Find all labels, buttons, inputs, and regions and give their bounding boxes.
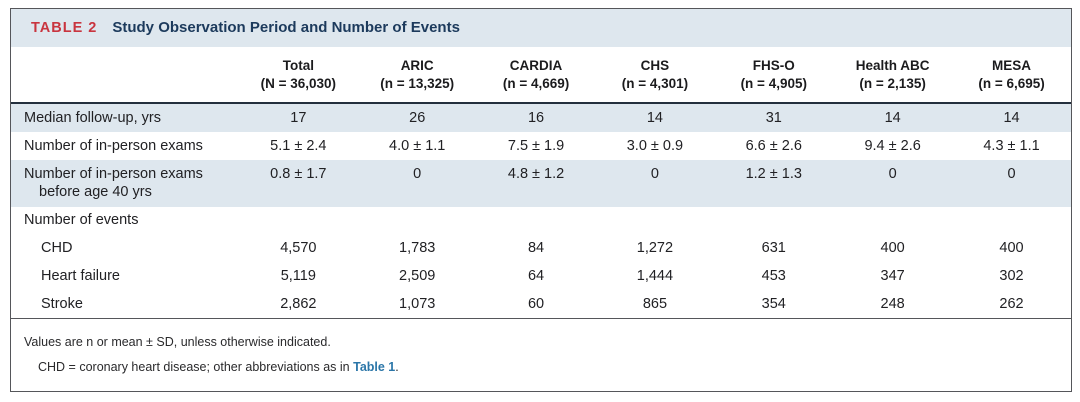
table-cell: 400	[999, 240, 1024, 257]
table-cell: 0	[650, 165, 659, 182]
table-footnotes: Values are n or mean ± SD, unless otherw…	[11, 318, 1071, 391]
table-title-bar: TABLE 2 Study Observation Period and Num…	[11, 9, 1071, 47]
table-cell: 865	[642, 295, 668, 312]
table-cell: 354	[761, 295, 786, 312]
table-cell: 0.8 ± 1.7	[270, 165, 327, 182]
table-cell: 84	[527, 240, 545, 257]
table-cell: 0	[1007, 165, 1016, 182]
table-cell: 0	[888, 165, 897, 182]
table-cell: 7.5 ± 1.9	[507, 137, 565, 154]
header-row-label-spacer	[11, 47, 239, 105]
table-cell: 1,272	[636, 240, 674, 257]
table-cell: 14	[646, 109, 663, 126]
data-table: Total (N = 36,030) ARIC (n = 13,325) CAR…	[11, 47, 1071, 318]
table-1-link[interactable]: Table 1	[353, 360, 396, 375]
table-cell: 64	[527, 268, 545, 284]
table-row-median-follow-up: Median follow-up, yrs 17 26 16 14 31 14 …	[11, 103, 1071, 133]
table-cell: 400	[880, 240, 905, 257]
column-header-cardia: CARDIA (n = 4,669)	[476, 47, 596, 105]
table-cell: 14	[884, 109, 901, 126]
table-cell: 5,119	[280, 268, 316, 284]
row-label: Median follow-up, yrs	[24, 109, 161, 126]
table-cell	[952, 207, 1071, 235]
row-label: Number of events	[24, 212, 139, 229]
table-cell: 262	[999, 295, 1024, 312]
table-cell: 453	[761, 268, 786, 284]
table-cell: 1,444	[636, 268, 674, 284]
row-label: Heart failure	[41, 268, 120, 284]
study-observation-table: TABLE 2 Study Observation Period and Num…	[10, 8, 1072, 393]
row-label: Stroke	[41, 295, 83, 312]
table-row-exams-before-40: Number of in-person exams before age 40 …	[11, 160, 1071, 207]
table-cell: 14	[1003, 109, 1020, 126]
table-cell: 302	[999, 268, 1024, 284]
table-cell	[714, 207, 833, 235]
table-cell: 17	[290, 109, 307, 126]
table-cell: 1,783	[399, 240, 436, 257]
table-cell: 2,509	[399, 268, 436, 284]
row-label: CHD	[41, 240, 73, 257]
table-cell: 31	[765, 109, 782, 126]
column-header-aric: ARIC (n = 13,325)	[357, 47, 477, 105]
row-label: Number of in-person exams	[24, 137, 203, 154]
table-cell	[833, 207, 952, 235]
table-cell: 60	[527, 295, 545, 312]
table-cell	[477, 207, 596, 235]
table-cell: 5.1 ± 2.4	[270, 137, 327, 154]
table-cell	[239, 207, 358, 235]
row-label-line2: before age 40 yrs	[39, 184, 152, 201]
column-header-fhs-o: FHS-O (n = 4,905)	[714, 47, 834, 105]
table-row-in-person-exams: Number of in-person exams 5.1 ± 2.4 4.0 …	[11, 132, 1071, 160]
table-cell: 248	[880, 295, 905, 312]
table-cell: 6.6 ± 2.6	[745, 137, 802, 154]
table-row-stroke: Stroke 2,862 1,073 60 865 354 248 262	[11, 290, 1071, 318]
table-cell: 9.4 ± 2.6	[864, 137, 921, 154]
column-header-mesa: MESA (n = 6,695)	[952, 47, 1071, 105]
footnote-line2: CHD = coronary heart disease; other abbr…	[38, 360, 399, 375]
footnote-line1: Values are n or mean ± SD, unless otherw…	[24, 335, 331, 350]
header-row: Total (N = 36,030) ARIC (n = 13,325) CAR…	[11, 47, 1071, 105]
table-cell: 16	[527, 109, 545, 126]
table-row-chd: CHD 4,570 1,783 84 1,272 631 400 400	[11, 235, 1071, 263]
table-title: Study Observation Period and Number of E…	[112, 19, 460, 36]
table-row-number-of-events: Number of events	[11, 207, 1071, 235]
column-header-chs: CHS (n = 4,301)	[595, 47, 715, 105]
table-row-heart-failure: Heart failure 5,119 2,509 64 1,444 453 3…	[11, 263, 1071, 291]
row-label: Number of in-person exams before age 40 …	[11, 160, 239, 207]
table-cell: 631	[761, 240, 786, 257]
table-cell	[358, 207, 477, 235]
table-cell: 26	[409, 109, 426, 126]
table-cell: 2,862	[280, 295, 317, 312]
table-cell: 4,570	[280, 240, 317, 257]
table-cell: 3.0 ± 0.9	[626, 137, 684, 154]
table-cell: 4.0 ± 1.1	[389, 137, 446, 154]
table-cell: 0	[413, 165, 422, 182]
column-header-health-abc: Health ABC (n = 2,135)	[833, 47, 953, 105]
table-cell: 1.2 ± 1.3	[745, 165, 802, 182]
table-cell: 347	[880, 268, 905, 284]
table-cell: 4.3 ± 1.1	[983, 137, 1040, 154]
table-cell: 4.8 ± 1.2	[507, 165, 565, 182]
table-number-label: TABLE 2	[31, 20, 98, 36]
table-cell	[595, 207, 714, 235]
column-header-total: Total (N = 36,030)	[238, 47, 358, 105]
table-cell: 1,073	[399, 295, 436, 312]
